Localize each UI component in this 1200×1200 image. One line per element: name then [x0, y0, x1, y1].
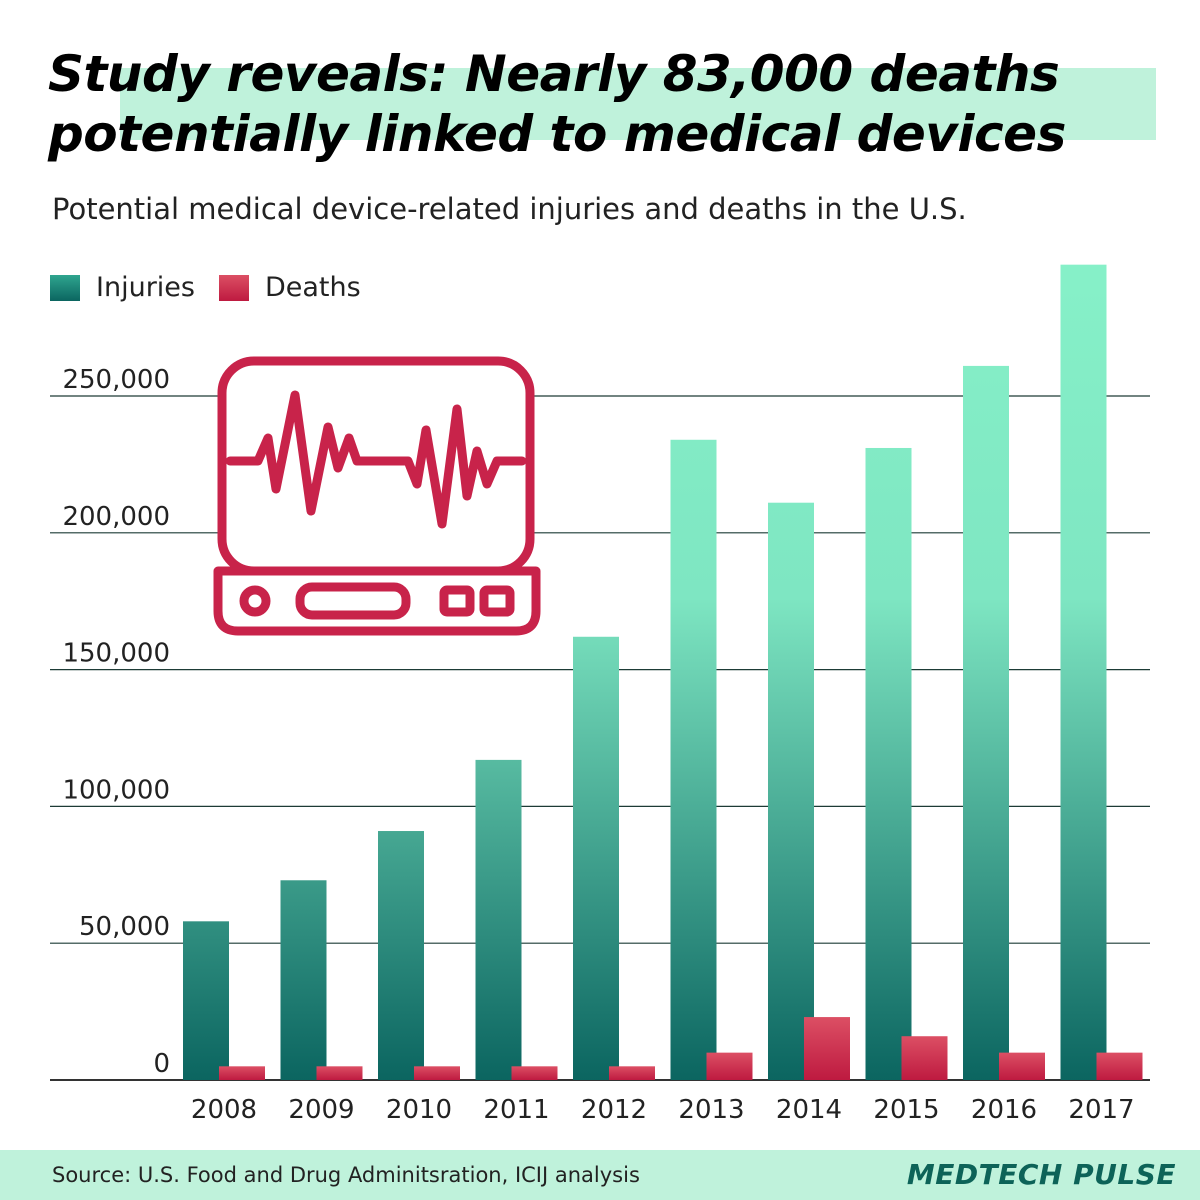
x-tick-label: 2014	[776, 1095, 842, 1125]
footer-bar	[0, 1150, 1200, 1200]
bar-deaths-2015	[901, 1036, 948, 1080]
x-tick-label: 2008	[191, 1095, 257, 1125]
y-tick-label: 0	[153, 1049, 170, 1079]
bar-injuries-2011	[475, 759, 522, 1080]
legend: Injuries Deaths	[50, 272, 361, 303]
bar-injuries-2014	[768, 502, 814, 1081]
brand-logo: MEDTECH PULSE	[906, 1158, 1176, 1191]
x-tick-label: 2015	[873, 1095, 939, 1125]
bar-deaths-2008	[219, 1066, 265, 1080]
legend-label-deaths: Deaths	[264, 272, 361, 303]
bar-deaths-2012	[609, 1066, 655, 1080]
title-line-2: potentially linked to medical devices	[48, 105, 1066, 163]
y-tick-label: 100,000	[62, 775, 170, 805]
x-tick-label: 2009	[288, 1095, 354, 1125]
bar-deaths-2011	[511, 1066, 558, 1080]
bar-deaths-2013	[706, 1052, 753, 1080]
x-tick-label: 2013	[678, 1095, 744, 1125]
bar-injuries-2017	[1060, 264, 1107, 1080]
heart-monitor-icon	[213, 356, 541, 636]
bar-deaths-2017	[1096, 1052, 1143, 1080]
bar-injuries-2016	[963, 365, 1009, 1080]
bar-injuries-2008	[183, 921, 229, 1080]
chart-title: Study reveals: Nearly 83,000 deaths poten…	[48, 44, 1066, 164]
title-highlight	[120, 68, 1156, 140]
bar-injuries-2010	[378, 831, 424, 1080]
chart-subtitle: Potential medical device-related injurie…	[52, 192, 967, 226]
y-tick-label: 250,000	[62, 365, 170, 395]
bar-injuries-2012	[573, 636, 619, 1080]
bar-deaths-2014	[804, 1017, 850, 1080]
x-tick-label: 2017	[1068, 1095, 1134, 1125]
bar-injuries-2009	[280, 880, 327, 1080]
bar-deaths-2016	[999, 1052, 1045, 1080]
x-tick-label: 2010	[386, 1095, 452, 1125]
x-tick-label: 2016	[971, 1095, 1037, 1125]
bar-injuries-2015	[865, 447, 912, 1080]
legend-swatch-injuries	[50, 274, 80, 301]
bar-deaths-2009	[316, 1066, 363, 1080]
bar-deaths-2010	[414, 1066, 460, 1080]
y-tick-label: 150,000	[62, 639, 170, 669]
x-tick-label: 2011	[483, 1095, 549, 1125]
bar-injuries-2013	[670, 439, 717, 1080]
y-tick-label: 50,000	[79, 912, 170, 942]
source-note: Source: U.S. Food and Drug Adminitsratio…	[52, 1163, 640, 1187]
y-tick-label: 200,000	[62, 502, 170, 532]
title-line-1: Study reveals: Nearly 83,000 deaths	[48, 45, 1060, 103]
x-tick-label: 2012	[581, 1095, 647, 1125]
legend-swatch-deaths	[218, 274, 249, 301]
legend-label-injuries: Injuries	[96, 272, 195, 303]
